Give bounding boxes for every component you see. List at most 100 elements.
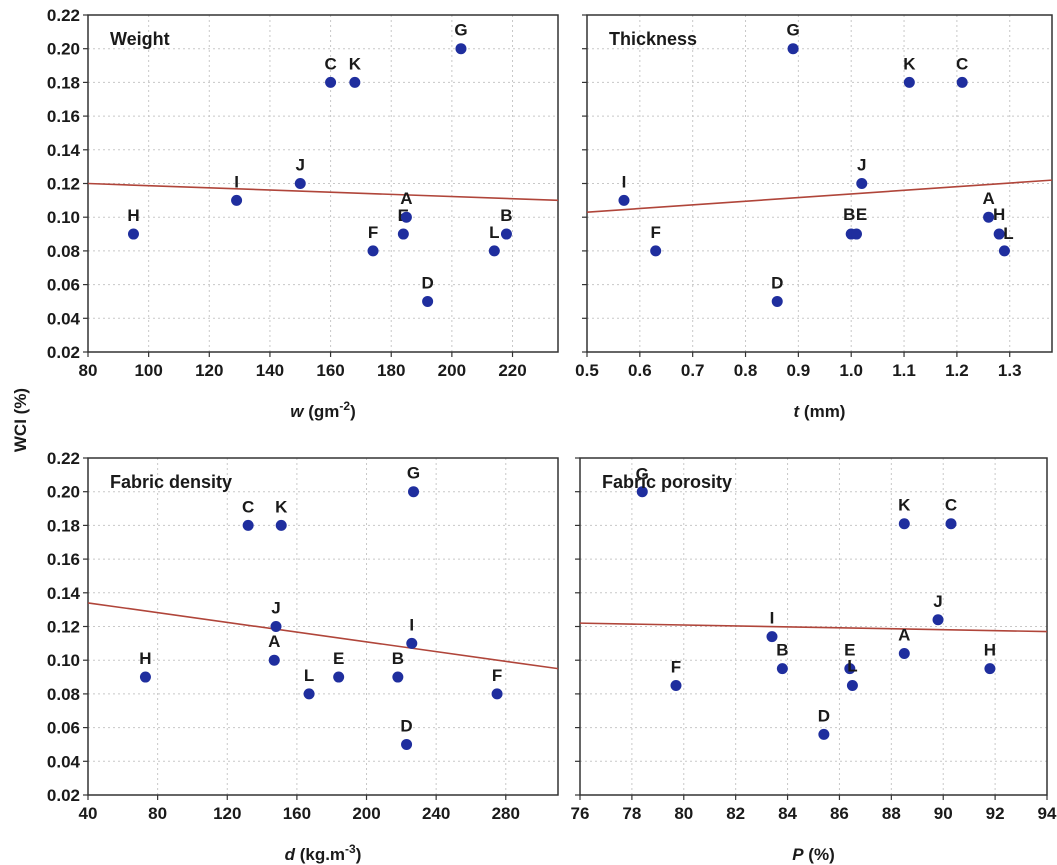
x-tick-label: 84 xyxy=(778,804,797,823)
point-label: K xyxy=(898,496,911,515)
data-point-G xyxy=(636,486,648,498)
point-label: B xyxy=(500,206,512,225)
trend-line xyxy=(87,182,559,202)
y-tick-label: 0.08 xyxy=(47,242,80,261)
data-point-F xyxy=(491,688,503,700)
x-tick-label: 1.3 xyxy=(998,361,1022,380)
point-label: K xyxy=(903,54,916,73)
data-point-L xyxy=(488,245,500,257)
x-tick-label: 80 xyxy=(148,804,167,823)
point-label: G xyxy=(407,464,420,483)
point-label: G xyxy=(786,21,799,40)
point-label: A xyxy=(400,189,412,208)
x-tick-label: 1.1 xyxy=(892,361,916,380)
x-tick-label: 40 xyxy=(79,804,98,823)
point-label: H xyxy=(993,205,1005,224)
data-point-C xyxy=(956,76,968,88)
data-point-A xyxy=(268,654,280,666)
point-label: E xyxy=(844,641,855,660)
y-tick-label: 0.14 xyxy=(47,141,81,160)
data-point-E xyxy=(850,228,862,240)
y-tick-label: 0.02 xyxy=(47,786,80,805)
y-tick-label: 0.18 xyxy=(47,73,80,92)
point-label: B xyxy=(392,649,404,668)
x-tick-label: 120 xyxy=(213,804,241,823)
trend-line xyxy=(87,602,559,670)
data-point-F xyxy=(650,245,662,257)
x-tick-label: 0.6 xyxy=(628,361,652,380)
x-tick-label: 0.8 xyxy=(734,361,758,380)
point-label: D xyxy=(771,273,783,292)
point-label: L xyxy=(304,666,314,685)
y-tick-label: 0.14 xyxy=(47,584,81,603)
trend-line xyxy=(586,179,1053,213)
data-point-D xyxy=(422,295,434,307)
data-point-B xyxy=(392,671,404,683)
data-point-H xyxy=(127,228,139,240)
x-tick-label: 220 xyxy=(498,361,526,380)
data-point-G xyxy=(408,486,420,498)
data-point-G xyxy=(787,43,799,55)
point-label: H xyxy=(127,206,139,225)
data-point-K xyxy=(349,76,361,88)
point-label: F xyxy=(671,657,681,676)
point-label: D xyxy=(421,273,433,292)
x-axis-label: t (mm) xyxy=(794,402,846,421)
data-point-A xyxy=(400,211,412,223)
x-tick-label: 160 xyxy=(316,361,344,380)
data-point-J xyxy=(856,178,868,189)
panel-0: 80 100 120 140 160 180 200 220 0.02 0.04 0.06 0.08 0… xyxy=(47,6,559,421)
x-tick-label: 0.5 xyxy=(575,361,599,380)
data-point-J xyxy=(270,621,282,632)
x-tick-label: 88 xyxy=(882,804,901,823)
point-label: I xyxy=(409,615,414,634)
y-tick-label: 0.12 xyxy=(47,175,80,194)
point-label: I xyxy=(770,609,775,628)
x-axis-label: w (gm-2) xyxy=(290,399,355,421)
point-label: B xyxy=(776,641,788,660)
y-tick-label: 0.20 xyxy=(47,40,80,59)
y-axis-label: WCI (%) xyxy=(11,388,30,452)
x-tick-label: 280 xyxy=(492,804,520,823)
point-label: C xyxy=(956,54,968,73)
x-tick-label: 1.0 xyxy=(839,361,863,380)
point-label: K xyxy=(349,54,362,73)
y-tick-label: 0.16 xyxy=(47,550,80,569)
point-label: F xyxy=(650,223,660,242)
x-tick-label: 80 xyxy=(674,804,693,823)
point-label: L xyxy=(847,656,857,675)
point-label: H xyxy=(984,641,996,660)
data-point-B xyxy=(500,228,512,240)
x-tick-label: 82 xyxy=(726,804,745,823)
panel-title: Weight xyxy=(110,29,170,49)
x-tick-label: 160 xyxy=(283,804,311,823)
data-point-K xyxy=(903,76,915,88)
data-point-L xyxy=(303,688,315,700)
data-point-I xyxy=(231,194,243,206)
x-tick-label: 86 xyxy=(830,804,849,823)
data-point-L xyxy=(846,679,858,691)
data-point-F xyxy=(670,679,682,691)
point-label: E xyxy=(333,649,344,668)
data-point-C xyxy=(945,518,957,530)
x-tick-label: 80 xyxy=(79,361,98,380)
x-axis-label: P (%) xyxy=(792,845,835,864)
panel-title: Fabric density xyxy=(110,472,232,492)
x-axis-label: d (kg.m-3) xyxy=(285,842,362,864)
point-label: A xyxy=(898,625,910,644)
data-point-E xyxy=(844,663,856,675)
x-tick-label: 240 xyxy=(422,804,450,823)
data-point-D xyxy=(818,728,830,740)
data-point-F xyxy=(367,245,379,257)
trend-line xyxy=(579,622,1048,633)
data-point-E xyxy=(333,671,345,683)
data-point-D xyxy=(771,295,783,307)
data-point-H xyxy=(984,663,996,675)
y-tick-label: 0.04 xyxy=(47,309,81,328)
point-label: J xyxy=(271,599,280,618)
point-label: J xyxy=(933,592,942,611)
data-point-J xyxy=(932,614,944,626)
point-label: J xyxy=(296,156,305,175)
x-tick-label: 78 xyxy=(622,804,641,823)
